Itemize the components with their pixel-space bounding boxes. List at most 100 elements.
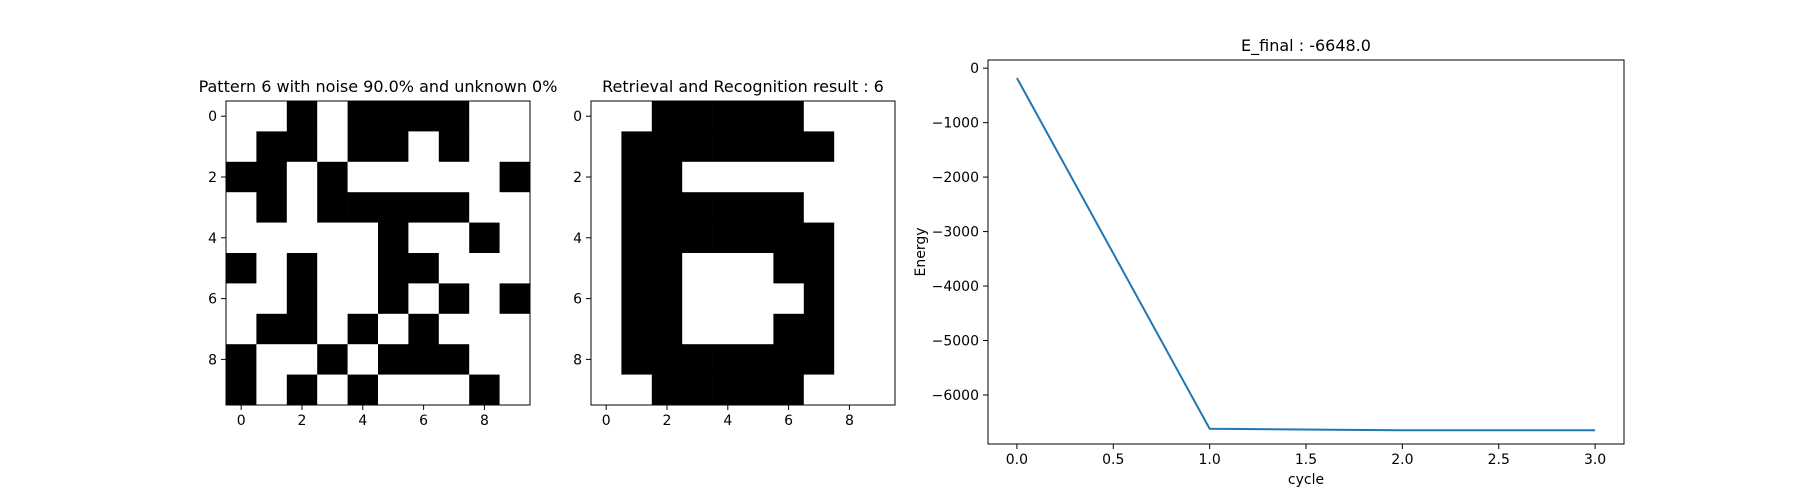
heatmap-cell: [378, 101, 409, 132]
heatmap-cell: [743, 161, 774, 193]
heatmap-cell: [438, 131, 470, 163]
heatmap-cell: [347, 131, 379, 163]
y-tick-label: 2: [208, 170, 217, 186]
heatmap-cell: [682, 101, 713, 132]
heatmap-cell: [347, 192, 379, 223]
heatmap-cell: [682, 313, 713, 345]
heatmap-cell: [378, 313, 409, 345]
heatmap-cell: [378, 131, 409, 163]
y-tick-label: 6: [573, 292, 582, 308]
series-line-1: [1016, 77, 1596, 432]
heatmap-cell: [621, 222, 653, 254]
heatmap-cell: [317, 222, 348, 254]
heatmap-cell: [226, 222, 257, 254]
heatmap-cell: [469, 253, 500, 284]
heatmap-cell: [773, 283, 805, 315]
heatmap-cell: [499, 313, 531, 345]
heatmap-cell: [864, 131, 896, 163]
heatmap-cell: [803, 161, 835, 193]
heatmap-cell: [317, 101, 348, 132]
heatmap-cell: [682, 222, 713, 254]
heatmap-cell: [591, 344, 622, 375]
heatmap-cell: [712, 344, 744, 375]
x-tick-label: 0.0: [1006, 452, 1028, 468]
heatmap-cell: [499, 192, 531, 223]
heatmap-cell: [834, 344, 865, 375]
heatmap-cell: [347, 283, 379, 315]
heatmap-cell: [591, 283, 622, 315]
heatmap-cell: [317, 344, 348, 375]
heatmap-cell: [408, 101, 440, 132]
heatmap-cell: [864, 192, 896, 223]
heatmap-cell: [743, 253, 774, 284]
heatmap-cell: [469, 313, 500, 345]
heatmap-cell: [591, 131, 622, 163]
heatmap-cell: [864, 161, 896, 193]
heatmap-cell: [499, 101, 531, 132]
heatmap-cell: [347, 374, 379, 406]
line-chart-panel: E_final : -6648.0 0.0 0.5 1.0 1.5 2.0 2.5 3.0 0 −…: [913, 36, 1625, 488]
x-tick-label: 4: [358, 413, 367, 429]
y-tick-label: −5000: [932, 334, 979, 350]
x-tick-label: 2: [298, 413, 307, 429]
heatmap-cell: [682, 131, 713, 163]
axes-frame: [225, 100, 531, 406]
y-tick-label: −6000: [932, 388, 979, 404]
y-tick-label: −2000: [932, 170, 979, 186]
heatmap-cell: [469, 344, 500, 375]
heatmap-cell: [286, 131, 318, 163]
heatmap-cell: [864, 283, 896, 315]
heatmap-cell: [803, 313, 835, 345]
heatmap-cell: [317, 161, 348, 193]
heatmap-cell: [256, 344, 288, 375]
heatmap-cell: [408, 313, 440, 345]
heatmap-cell: [621, 101, 653, 132]
heatmap-cell: [256, 101, 288, 132]
y-tick-label: −1000: [932, 116, 979, 132]
heatmap-cell: [226, 344, 257, 375]
x-tick-label: 0: [237, 413, 246, 429]
heatmap-cell: [256, 313, 288, 345]
heatmap-cell: [286, 192, 318, 223]
heatmap-cell: [651, 161, 683, 193]
heatmap-cell: [438, 253, 470, 284]
heatmap-cell: [591, 161, 622, 193]
heatmap-cell: [378, 192, 409, 223]
heatmap-cell: [317, 253, 348, 284]
heatmap-cell: [651, 222, 683, 254]
heatmap-cell: [621, 374, 653, 406]
heatmap-cell: [347, 313, 379, 345]
heatmap-cell: [803, 344, 835, 375]
heatmap-cell: [773, 192, 805, 223]
heatmap-cell: [317, 192, 348, 223]
heatmap-cell: [256, 161, 288, 193]
y-tick-label: 0: [573, 109, 582, 125]
heatmap-cell: [712, 374, 744, 406]
heatmap-cell: [864, 253, 896, 284]
heatmap-cell: [226, 101, 257, 132]
heatmap-cell: [286, 161, 318, 193]
heatmap-cell: [408, 374, 440, 406]
heatmap-cell: [773, 253, 805, 284]
y-axis-label: Energy: [913, 227, 929, 276]
heatmap-cell: [864, 344, 896, 375]
heatmap-cell: [803, 131, 835, 163]
heatmap-cell: [469, 101, 500, 132]
heatmap-cell: [712, 313, 744, 345]
y-tick-label: 4: [208, 231, 217, 247]
heatmap-cell: [591, 374, 622, 406]
heatmap-cell: [834, 101, 865, 132]
x-tick-label: 6: [419, 413, 428, 429]
y-tick-label: 2: [573, 170, 582, 186]
heatmap-cell: [803, 222, 835, 254]
axes-frame: [590, 100, 896, 406]
heatmap-cell: [499, 374, 531, 406]
heatmap-cell: [499, 161, 531, 193]
heatmap-cell: [712, 222, 744, 254]
heatmap-cell: [682, 161, 713, 193]
heatmap-cell: [317, 374, 348, 406]
heatmap-cell: [651, 192, 683, 223]
heatmap-cell: [408, 131, 440, 163]
heatmap-cell: [469, 131, 500, 163]
heatmap-cell: [864, 222, 896, 254]
